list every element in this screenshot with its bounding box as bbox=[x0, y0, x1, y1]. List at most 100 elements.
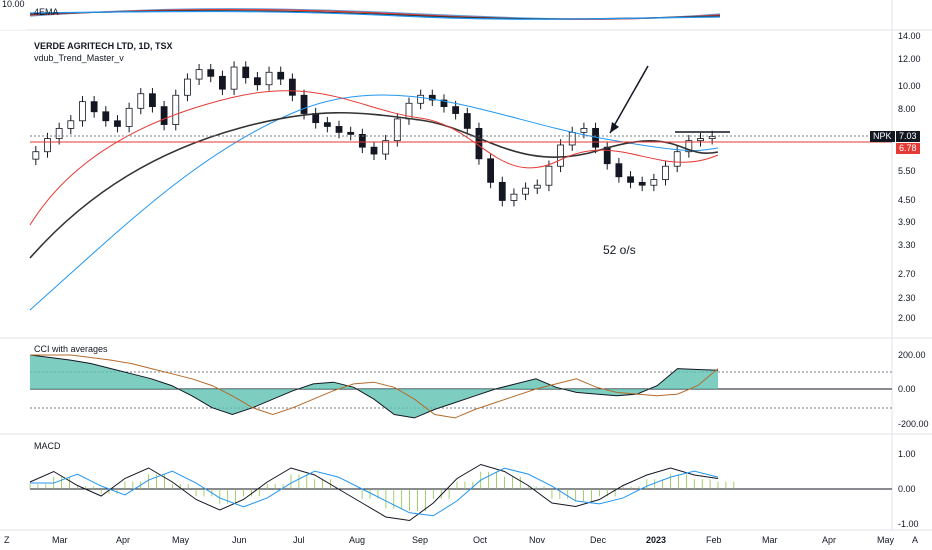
candle-body bbox=[300, 94, 308, 114]
candle-body bbox=[498, 181, 506, 201]
candle-body bbox=[335, 126, 343, 133]
candle-body bbox=[102, 111, 110, 122]
candle-body bbox=[358, 133, 366, 148]
candle-body bbox=[580, 127, 588, 133]
indicator-label: vdub_Trend_Master_v bbox=[34, 53, 124, 63]
cci-average-line bbox=[30, 354, 719, 419]
candle-body bbox=[545, 165, 553, 186]
macd-signal-line bbox=[30, 467, 719, 517]
time-tick-label: May bbox=[877, 535, 895, 545]
arrow-shaft bbox=[609, 65, 649, 134]
price-tick-label: 8.00 bbox=[898, 104, 916, 114]
chart-annotation: 52 o/s bbox=[603, 243, 636, 257]
macd-tick-label: -1.00 bbox=[898, 519, 919, 529]
candle-body bbox=[428, 94, 436, 101]
auto-scale-icon: A bbox=[912, 535, 918, 545]
ma-blue-line bbox=[29, 94, 719, 311]
candle-body bbox=[90, 101, 98, 113]
price-tick-label: 3.30 bbox=[898, 240, 916, 250]
price-tick-label: 5.50 bbox=[898, 166, 916, 176]
candle-body bbox=[417, 94, 425, 104]
price-tick-label: 10.00 bbox=[898, 81, 921, 91]
candle-body bbox=[568, 131, 576, 146]
ema-axis-bg bbox=[0, 0, 26, 30]
price-tick-label: 3.90 bbox=[898, 217, 916, 227]
candle-body bbox=[160, 106, 168, 125]
arrow-head bbox=[610, 122, 619, 133]
candle-body bbox=[662, 165, 669, 180]
price-tick-label: 2.70 bbox=[898, 269, 916, 279]
price-tick-label: 4.50 bbox=[898, 195, 916, 205]
cci-tick-label: 200.00 bbox=[898, 350, 926, 360]
candle-body bbox=[638, 181, 646, 186]
time-tick-label: Feb bbox=[706, 535, 722, 545]
last-price-tag: 7.03 bbox=[896, 131, 920, 142]
cci-tick-label: 0.00 bbox=[898, 384, 916, 394]
candle-body bbox=[265, 71, 273, 86]
candle-body bbox=[253, 77, 261, 86]
cci-line bbox=[29, 354, 719, 419]
candle-body bbox=[195, 69, 203, 80]
candle-body bbox=[533, 184, 541, 189]
candle-body bbox=[323, 122, 331, 127]
time-tick-label: Apr bbox=[822, 535, 836, 545]
candle-body bbox=[149, 93, 156, 108]
chart-title: VERDE AGRITECH LTD, 1D, TSX bbox=[34, 41, 173, 51]
time-tick-label: Dec bbox=[590, 535, 607, 545]
candle-body bbox=[685, 140, 693, 153]
cci-tick-label: -200.00 bbox=[898, 419, 929, 429]
time-tick-label: Nov bbox=[529, 535, 546, 545]
cci-pane-label: CCI with averages bbox=[34, 344, 108, 354]
candle-body bbox=[277, 71, 285, 80]
macd-pane-label: MACD bbox=[34, 441, 61, 451]
cci-area bbox=[30, 355, 718, 418]
time-tick-label: May bbox=[172, 535, 190, 545]
macd-line bbox=[29, 463, 719, 522]
candle-body bbox=[312, 113, 320, 124]
candle-body bbox=[67, 120, 75, 129]
price-tick-label: 2.30 bbox=[898, 293, 916, 303]
candle-body bbox=[650, 179, 658, 186]
level-price-tag: 6.78 bbox=[896, 143, 920, 154]
price-tick-label: 2.00 bbox=[898, 313, 916, 323]
candle-body bbox=[557, 144, 564, 167]
candle-body bbox=[172, 94, 180, 125]
macd-tick-label: 1.00 bbox=[898, 449, 916, 459]
ema-axis-label: 10.00 bbox=[2, 0, 25, 9]
time-tick-label: Mar bbox=[52, 535, 68, 545]
candle-body bbox=[522, 187, 529, 195]
candle-body bbox=[55, 127, 63, 139]
candle-body bbox=[627, 176, 634, 183]
time-tick-label: Oct bbox=[473, 535, 488, 545]
candle-body bbox=[510, 193, 518, 201]
candle-body bbox=[393, 118, 401, 142]
candle-body bbox=[370, 146, 378, 155]
candle-body bbox=[288, 78, 296, 96]
ema-pane-label: 4EMA bbox=[34, 7, 59, 17]
candle-body bbox=[207, 69, 215, 77]
candle-body bbox=[219, 75, 226, 90]
price-tick-label: 12.00 bbox=[898, 54, 921, 64]
time-tick-label: 2023 bbox=[646, 535, 666, 545]
ma-red-line bbox=[29, 90, 719, 226]
candle-body bbox=[463, 113, 471, 129]
price-tick-label: 14.00 bbox=[898, 31, 921, 41]
macd-tick-label: 0.00 bbox=[898, 484, 916, 494]
candle-body bbox=[242, 66, 250, 79]
zoom-icon: Z bbox=[4, 535, 10, 545]
candle-body bbox=[615, 163, 623, 178]
time-tick-label: Mar bbox=[762, 535, 778, 545]
candle-body bbox=[440, 99, 448, 108]
candle-body bbox=[137, 93, 145, 109]
candle-body bbox=[487, 158, 495, 183]
time-tick-label: Sep bbox=[412, 535, 428, 545]
candle-body bbox=[125, 107, 133, 127]
time-tick-label: Apr bbox=[116, 535, 130, 545]
candle-body bbox=[382, 140, 390, 155]
ma-black-line bbox=[29, 111, 719, 259]
candle-body bbox=[708, 136, 716, 139]
candle-body bbox=[452, 106, 460, 114]
candle-body bbox=[114, 120, 121, 127]
time-tick-label: Jul bbox=[293, 535, 305, 545]
